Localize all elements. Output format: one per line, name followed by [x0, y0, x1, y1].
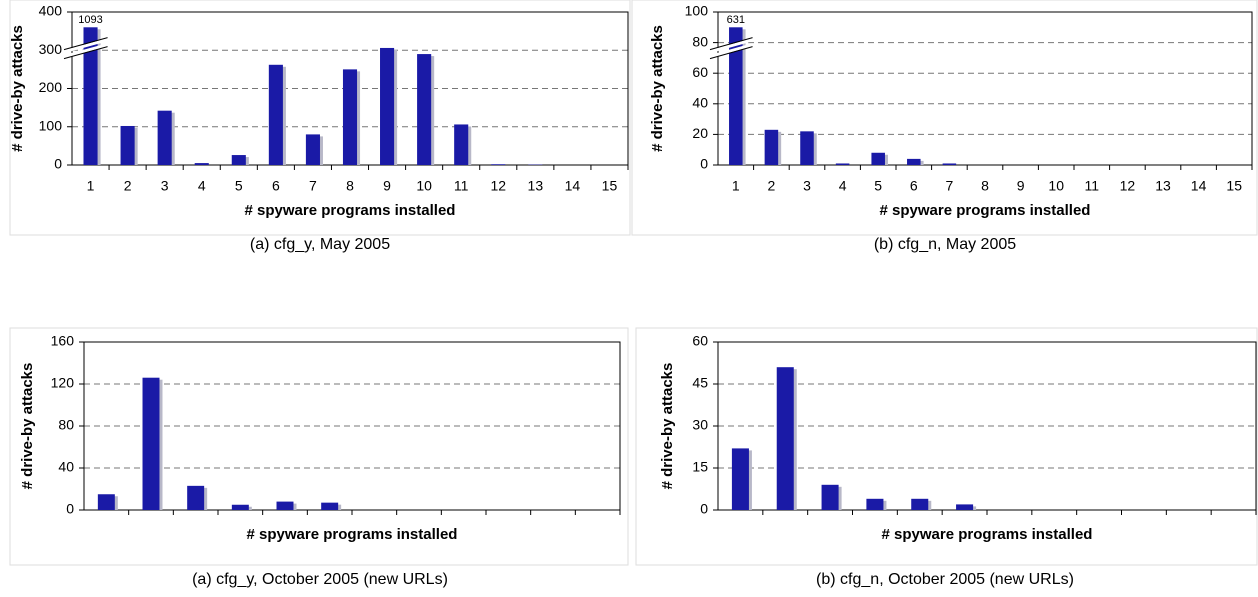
caption: (b) cfg_n, May 2005	[874, 236, 1016, 253]
x-tick-label: 9	[383, 178, 391, 194]
bar	[121, 126, 135, 165]
y-axis-label: # drive-by attacks	[19, 363, 36, 490]
y-tick-label: 100	[685, 3, 709, 19]
x-tick-label: 2	[768, 178, 776, 194]
x-axis-label: # spyware programs installed	[880, 202, 1091, 219]
panel-border	[632, 0, 1257, 235]
x-axis-label: # spyware programs installed	[247, 526, 458, 543]
x-tick-label: 10	[416, 178, 432, 194]
y-tick-label: 400	[39, 3, 63, 19]
bar	[777, 367, 794, 510]
bar	[956, 504, 973, 510]
y-tick-label: 45	[692, 375, 708, 391]
bar	[732, 448, 749, 510]
plot-border	[718, 12, 1252, 165]
bar	[321, 503, 338, 510]
bar	[822, 485, 839, 510]
x-axis-label: # spyware programs installed	[882, 526, 1093, 543]
x-tick-label: 1	[732, 178, 740, 194]
y-axis-label: # drive-by attacks	[9, 25, 26, 152]
bar	[343, 69, 357, 165]
x-tick-label: 8	[346, 178, 354, 194]
bar	[836, 163, 850, 165]
panel-border	[10, 0, 630, 235]
bar	[866, 499, 883, 510]
bar	[907, 159, 921, 165]
x-tick-label: 1	[87, 178, 95, 194]
bar	[158, 111, 172, 165]
x-tick-label: 7	[309, 178, 317, 194]
y-tick-label: 60	[692, 64, 708, 80]
bar	[277, 502, 294, 510]
bar	[491, 164, 505, 165]
y-tick-label: 200	[39, 79, 63, 95]
x-tick-label: 3	[161, 178, 169, 194]
x-axis-label: # spyware programs installed	[245, 202, 456, 219]
y-tick-label: 80	[692, 33, 708, 49]
y-tick-label: 30	[692, 417, 708, 433]
bar	[911, 499, 928, 510]
bar	[454, 124, 468, 165]
bar	[380, 48, 394, 165]
x-tick-label: 4	[839, 178, 847, 194]
x-tick-label: 8	[981, 178, 989, 194]
bar	[417, 54, 431, 165]
x-tick-label: 5	[235, 178, 243, 194]
caption: (b) cfg_n, October 2005 (new URLs)	[816, 571, 1074, 588]
x-tick-label: 3	[803, 178, 811, 194]
x-tick-label: 7	[946, 178, 954, 194]
y-tick-label: 120	[51, 375, 75, 391]
bar	[943, 163, 957, 165]
bar	[765, 130, 779, 165]
x-tick-label: 2	[124, 178, 132, 194]
bar	[187, 486, 204, 510]
x-tick-label: 9	[1017, 178, 1025, 194]
y-tick-label: 160	[51, 333, 75, 349]
caption: (a) cfg_y, October 2005 (new URLs)	[192, 571, 448, 588]
x-tick-label: 12	[1120, 178, 1136, 194]
y-axis-label: # drive-by attacks	[659, 363, 676, 490]
y-tick-label: 40	[58, 459, 74, 475]
caption: (a) cfg_y, May 2005	[250, 236, 390, 253]
y-tick-label: 20	[692, 125, 708, 141]
x-tick-label: 6	[272, 178, 280, 194]
x-tick-label: 15	[1226, 178, 1242, 194]
x-tick-label: 11	[1085, 178, 1100, 194]
x-tick-label: 13	[1155, 178, 1171, 194]
x-tick-label: 15	[602, 178, 618, 194]
bar	[98, 494, 115, 510]
bar	[232, 505, 249, 510]
y-tick-label: 60	[692, 333, 708, 349]
x-tick-label: 5	[874, 178, 882, 194]
y-tick-label: 0	[66, 501, 74, 517]
bar	[269, 65, 283, 165]
y-tick-label: 100	[39, 117, 63, 133]
x-tick-label: 14	[565, 178, 581, 194]
bar	[232, 155, 246, 165]
y-tick-label: 0	[700, 501, 708, 517]
x-tick-label: 13	[528, 178, 544, 194]
data-label: 1093	[78, 14, 102, 26]
bar	[871, 153, 885, 165]
bar	[800, 131, 814, 165]
x-tick-label: 12	[490, 178, 506, 194]
bar	[195, 163, 209, 165]
y-tick-label: 0	[700, 156, 708, 172]
data-label: 631	[727, 14, 745, 26]
y-tick-label: 15	[692, 459, 708, 475]
y-tick-label: 40	[692, 95, 708, 111]
x-tick-label: 14	[1191, 178, 1207, 194]
y-tick-label: 0	[54, 156, 62, 172]
x-tick-label: 6	[910, 178, 918, 194]
bar	[143, 378, 160, 510]
y-tick-label: 80	[58, 417, 74, 433]
x-tick-label: 4	[198, 178, 206, 194]
y-axis-label: # drive-by attacks	[649, 25, 666, 152]
y-tick-label: 300	[39, 41, 63, 57]
x-tick-label: 11	[454, 178, 469, 194]
bar	[306, 134, 320, 165]
x-tick-label: 10	[1048, 178, 1064, 194]
